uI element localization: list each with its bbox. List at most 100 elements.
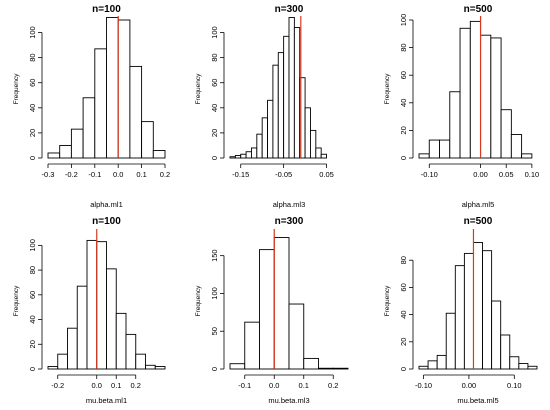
histogram-bar [480, 34, 492, 159]
histogram-panel-5: n=300 -0.1 0.0 0.1 0.2 0 50 100 150 mu.beta.ml3 Fr… [195, 216, 349, 405]
y-tick-label: 20 [399, 126, 408, 134]
histogram-bar [283, 35, 290, 159]
histogram-bar [459, 27, 471, 159]
x-tick-label: 0.1 [299, 381, 309, 390]
y-tick-label: 100 [399, 14, 408, 27]
panel-title: n=300 [275, 216, 304, 227]
histogram-bar [500, 109, 512, 159]
x-tick-label: 0.0 [269, 381, 279, 390]
y-tick-label: 0 [399, 156, 408, 160]
histogram-bar [318, 367, 334, 370]
histogram-bar [267, 99, 274, 159]
histogram-bar [510, 134, 523, 159]
histogram-bar [288, 17, 295, 159]
y-tick-label: 0 [399, 367, 408, 371]
histogram-bar [240, 153, 247, 159]
histogram-bar [490, 37, 502, 159]
histogram-bar [473, 242, 483, 370]
x-axis-label: mu.beta.ml1 [86, 396, 127, 405]
x-tick-label: -0.2 [51, 381, 64, 390]
x-tick-label: 0.1 [136, 170, 146, 179]
histogram-bar [59, 145, 72, 159]
y-tick-label: 40 [28, 104, 37, 112]
y-tick-label: 40 [399, 99, 408, 107]
y-tick-label: 40 [210, 104, 219, 112]
histogram-bar [86, 239, 98, 370]
histogram-bar [117, 19, 131, 159]
histogram-bar [47, 152, 61, 159]
histogram-bar [106, 17, 119, 159]
x-tick-label: 0.2 [328, 381, 338, 390]
histogram-bar [288, 303, 305, 370]
y-tick-label: 80 [210, 53, 219, 61]
histogram-bar [273, 237, 290, 370]
panel-title: n=100 [92, 4, 121, 15]
histogram-bar [106, 268, 117, 370]
panel-title: n=300 [275, 4, 304, 15]
histogram-bar [277, 52, 285, 159]
histogram-bar [256, 133, 263, 159]
histogram-bar [418, 153, 430, 159]
histogram-bar [527, 365, 538, 370]
histogram-bar [491, 300, 502, 370]
y-tick-label: 80 [28, 53, 37, 61]
histogram-bar [332, 367, 349, 370]
x-tick-label: -0.1 [238, 381, 251, 390]
panel-title: n=500 [464, 4, 493, 15]
y-tick-label: 60 [28, 291, 37, 299]
histogram-bar [293, 27, 301, 159]
histogram-bar [310, 129, 317, 159]
x-tick-label: -0.2 [65, 170, 78, 179]
y-tick-label: 100 [210, 287, 219, 300]
histogram-bar [261, 117, 268, 159]
y-tick-label: 60 [28, 79, 37, 87]
histogram-bar [303, 357, 319, 370]
y-tick-label: 0 [210, 367, 219, 371]
y-tick-label: 100 [28, 239, 37, 252]
x-tick-label: -0.10 [421, 170, 438, 179]
histogram-bar [445, 312, 456, 370]
y-tick-label: 60 [399, 71, 408, 79]
y-tick-label: 100 [210, 26, 219, 39]
histogram-bar [469, 20, 482, 159]
histogram-bar [251, 147, 258, 159]
histogram-bar [272, 64, 279, 159]
histogram-bar [463, 252, 474, 370]
histogram-bar [82, 97, 96, 159]
x-axis-label: mu.beta.ml3 [268, 396, 309, 405]
histogram-bar [439, 139, 451, 159]
y-axis-label: Frequency [384, 73, 391, 104]
histogram-bar [315, 147, 322, 159]
y-tick-label: 80 [28, 266, 37, 274]
histogram-bar [76, 285, 88, 370]
x-tick-label: -0.15 [232, 170, 249, 179]
histogram-bar [428, 139, 440, 159]
x-tick-label: -0.1 [88, 170, 101, 179]
histogram-bar [229, 363, 246, 370]
y-axis-label: Frequency [195, 285, 202, 316]
x-tick-label: 0.2 [160, 170, 170, 179]
y-tick-label: 20 [28, 340, 37, 348]
histogram-bar [125, 333, 137, 370]
histogram-bar [454, 265, 465, 370]
x-tick-label: 0.1 [111, 381, 121, 390]
y-axis-label: Frequency [384, 285, 391, 316]
histogram-bar [304, 107, 311, 159]
histogram-bar [94, 48, 107, 159]
histogram-bar [234, 155, 242, 159]
y-axis-label: Frequency [13, 285, 20, 316]
y-tick-label: 50 [210, 327, 219, 335]
x-tick-label: 0.00 [473, 170, 488, 179]
histogram-bar [70, 128, 84, 159]
histogram-bar [500, 334, 511, 370]
x-tick-label: -0.10 [415, 381, 432, 390]
histogram-bar [145, 364, 156, 370]
x-tick-label: 0.0 [92, 381, 102, 390]
histogram-bar [154, 366, 166, 370]
histogram-bar [521, 153, 533, 159]
histogram-bar [418, 365, 429, 370]
histogram-bar [67, 327, 78, 370]
x-axis-label: alpha.ml1 [90, 200, 123, 209]
histogram-panel-1: n=100 -0.3 -0.2 -0.1 0.0 0.1 0.2 0 20 40 60 80 100 al… [13, 4, 170, 209]
